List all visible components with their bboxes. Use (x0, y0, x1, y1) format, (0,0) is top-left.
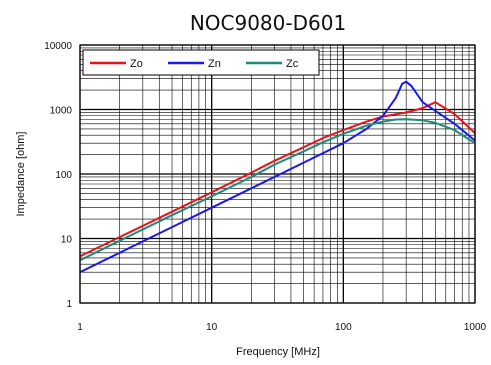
y-tick-label: 1000 (50, 106, 73, 117)
legend-label-zn: Zn (208, 58, 221, 70)
y-tick-labels: 1 10 100 1000 10000 (44, 41, 72, 310)
y-tick-label: 10000 (44, 41, 72, 52)
y-tick-label: 10 (61, 235, 73, 246)
x-tick-label: 100 (335, 322, 352, 333)
x-tick-label: 1 (77, 322, 83, 333)
legend-label-zc: Zc (286, 58, 299, 70)
x-tick-label: 10 (206, 322, 218, 333)
series-line-zc (79, 118, 476, 262)
x-tick-label: 1000 (464, 322, 487, 333)
grid-lines (79, 44, 476, 304)
series-line-zn (79, 80, 476, 274)
chart-title: NOC9080-D601 (190, 11, 346, 35)
series-line-zo (79, 101, 476, 258)
y-axis-label: Impedance [ohm] (15, 132, 27, 217)
legend-label-zo: Zo (130, 58, 143, 70)
x-tick-labels: 1 10 100 1000 (77, 322, 486, 333)
series-group (79, 80, 476, 274)
y-tick-label: 100 (55, 170, 72, 181)
legend: Zo Zn Zc (82, 49, 320, 76)
plot-frame (79, 44, 476, 304)
x-axis-label: Frequency [MHz] (236, 346, 320, 358)
y-tick-label: 1 (66, 299, 72, 310)
